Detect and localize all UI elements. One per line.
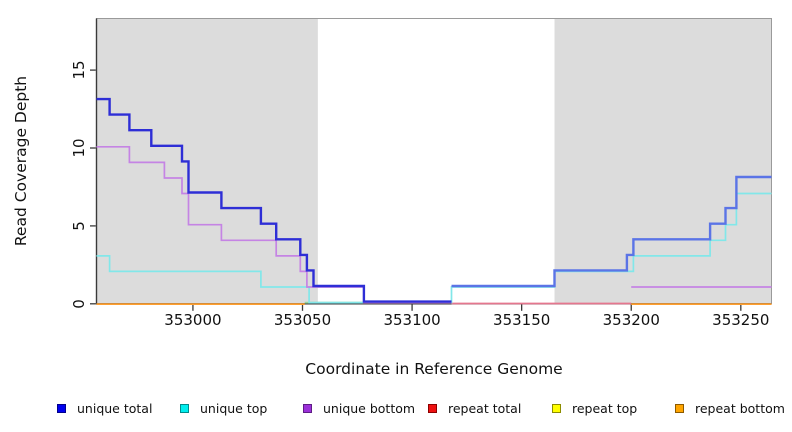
x-tick-label: 353150 [493,311,551,329]
legend-label: unique total [77,400,153,416]
x-tick-label: 353250 [712,311,770,329]
legend-swatch-icon [57,403,66,413]
legend-swatch-icon [428,403,437,413]
x-tick-label: 353000 [164,311,222,329]
legend-label: unique bottom [323,400,416,416]
legend-swatch-icon [552,403,561,413]
y-tick-label: 10 [70,138,88,158]
legend-swatch-icon [180,403,189,413]
series-unique-bottom-path-0 [96,145,452,304]
legend-item-repeat-top: repeat top [552,398,637,418]
series-unique-total-path-1 [451,175,772,288]
y-tick-label: 15 [70,60,88,80]
series-unique-total-path-0 [96,97,452,303]
legend-swatch-icon [675,403,684,413]
legend-label: unique top [200,400,268,416]
legend-label: repeat bottom [695,400,785,416]
legend-item-repeat-total: repeat total [428,398,521,418]
legend-item-repeat-bottom: repeat bottom [675,398,785,418]
legend-swatch-icon [303,403,312,413]
legend: unique total unique top unique bottom repea… [0,398,792,420]
legend-item-unique-bottom: unique bottom [303,398,415,418]
legend-item-unique-total: unique total [57,398,152,418]
repeat-region-shade-1 [554,18,772,304]
y-tick-label: 5 [70,221,88,231]
x-tick-label: 353050 [273,311,332,329]
x-tick-label: 353200 [602,311,660,329]
x-axis-label: Coordinate in Reference Genome [305,360,563,378]
y-tick-label: 0 [70,299,88,309]
legend-item-unique-top: unique top [180,398,267,418]
x-tick-label: 353100 [383,311,441,329]
y-axis-label: Read Coverage Depth [12,75,30,247]
legend-label: repeat top [572,400,638,416]
legend-label: repeat total [448,400,522,416]
